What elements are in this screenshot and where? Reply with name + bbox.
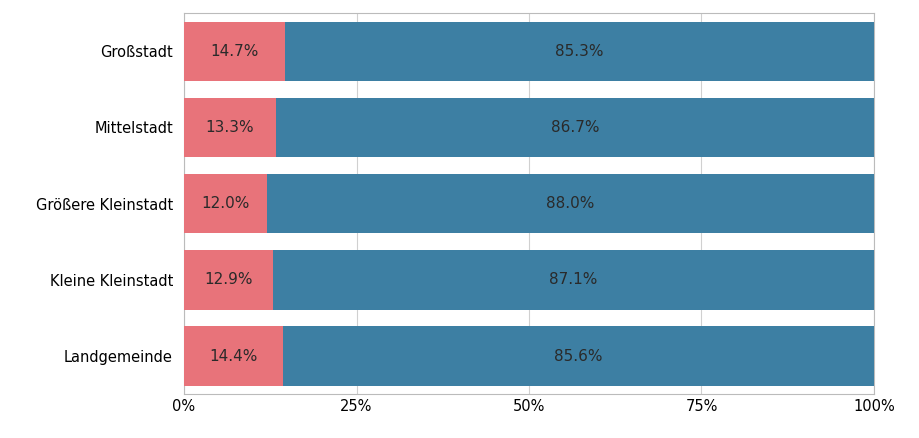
Text: 88.0%: 88.0% (546, 196, 594, 211)
Bar (184, 326, 283, 386)
Bar (273, 250, 873, 310)
Bar (276, 98, 873, 157)
Bar (184, 21, 285, 81)
Bar (184, 250, 273, 310)
Bar (285, 21, 873, 81)
Text: 12.9%: 12.9% (204, 272, 253, 287)
Bar (184, 174, 267, 233)
Bar (283, 326, 873, 386)
Text: 86.7%: 86.7% (550, 120, 598, 135)
Text: 13.3%: 13.3% (205, 120, 254, 135)
Text: 85.6%: 85.6% (554, 349, 602, 364)
Text: 87.1%: 87.1% (549, 272, 597, 287)
Text: 12.0%: 12.0% (201, 196, 249, 211)
Bar (267, 174, 873, 233)
Bar (184, 98, 276, 157)
Text: 14.4%: 14.4% (210, 349, 257, 364)
Text: 85.3%: 85.3% (555, 44, 603, 59)
Text: 14.7%: 14.7% (210, 44, 258, 59)
